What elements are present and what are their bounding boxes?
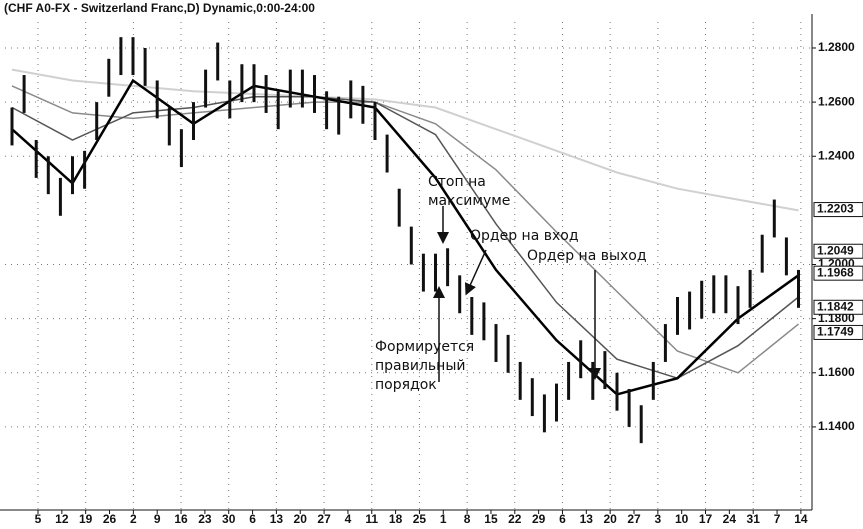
y-tick-label: 1.2400 xyxy=(818,148,855,162)
price-tag-label: 1.1968 xyxy=(817,265,854,279)
x-tick-label: 6 xyxy=(249,512,256,526)
annotation: Ордер на выход xyxy=(527,248,647,264)
x-tick-label: 25 xyxy=(413,512,427,526)
x-tick-label: 12 xyxy=(55,512,69,526)
x-tick-label: 3 xyxy=(654,512,661,526)
chart-title: (CHF A0-FX - Switzerland Franc,D) Dynami… xyxy=(4,1,315,15)
y-tick-label: 1.2600 xyxy=(818,94,855,108)
x-tick-label: 27 xyxy=(317,512,331,526)
price-tag-label: 1.2203 xyxy=(817,202,854,216)
y-tick-label: 1.2800 xyxy=(818,40,855,54)
x-tick-label: 11 xyxy=(365,512,378,526)
annotation: Стоп на xyxy=(428,174,486,190)
x-tick-label: 27 xyxy=(627,512,641,526)
x-tick-label: 9 xyxy=(154,512,161,526)
x-tick-label: 31 xyxy=(747,512,761,526)
x-tick-label: 5 xyxy=(35,512,42,526)
x-tick-label: 20 xyxy=(603,512,617,526)
x-tick-label: 6 xyxy=(559,512,566,526)
price-tag xyxy=(813,202,863,218)
x-tick-label: 13 xyxy=(270,512,284,526)
x-tick-label: 16 xyxy=(174,512,188,526)
price-tag xyxy=(813,265,863,281)
x-tick-label: 24 xyxy=(723,512,737,526)
x-tick-label: 20 xyxy=(294,512,308,526)
x-tick-label: 15 xyxy=(484,512,498,526)
y-tick-label: 1.1400 xyxy=(818,419,855,433)
plot xyxy=(10,37,800,444)
x-tick-label: 17 xyxy=(699,512,713,526)
y-tick-label: 1.1600 xyxy=(818,365,855,379)
x-tick-label: 14 xyxy=(794,512,808,526)
x-tick-label: 13 xyxy=(580,512,594,526)
price-tag-label: 1.1842 xyxy=(817,299,854,313)
x-tick-label: 30 xyxy=(222,512,236,526)
price-tag xyxy=(813,324,863,340)
x-tick-label: 18 xyxy=(389,512,403,526)
x-tick-label: 8 xyxy=(464,512,471,526)
x-tick-label: 1 xyxy=(440,512,447,526)
x-tick-label: 23 xyxy=(198,512,212,526)
annotations: Стоп на максимуме Ордер на вход Ордер на вы… xyxy=(375,174,647,393)
x-tick-label: 10 xyxy=(675,512,689,526)
annotation-arrows xyxy=(433,206,601,382)
annotation: Ордер на вход xyxy=(470,228,579,244)
annotation: Формируется xyxy=(375,339,474,355)
moving-average xyxy=(11,85,799,374)
price-tag xyxy=(813,299,863,315)
moving-average xyxy=(11,78,800,396)
annotation: максимуме xyxy=(428,193,510,209)
x-tick-label: 2 xyxy=(130,512,137,526)
price-tag-label: 1.1749 xyxy=(817,325,854,339)
x-tick-label: 7 xyxy=(774,512,781,526)
x-tick-label: 19 xyxy=(79,512,93,526)
annotation: правильный xyxy=(375,358,465,374)
x-tick-label: 22 xyxy=(508,512,522,526)
x-tick-label: 4 xyxy=(345,512,352,526)
arrow xyxy=(464,249,487,296)
x-tick-label: 26 xyxy=(103,512,117,526)
price-tag xyxy=(813,243,863,259)
x-tick-label: 29 xyxy=(532,512,546,526)
moving-average xyxy=(11,95,799,380)
price-tag-label: 1.2049 xyxy=(817,243,854,257)
annotation: порядок xyxy=(375,377,437,393)
